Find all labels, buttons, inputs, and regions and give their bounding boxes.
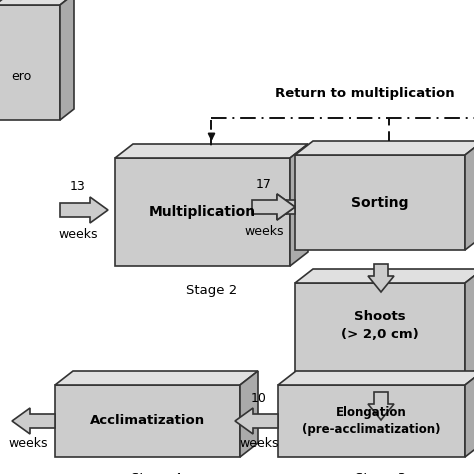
Polygon shape [240,371,258,457]
Polygon shape [115,158,290,266]
Text: Stage 2: Stage 2 [186,284,237,297]
Text: Elongation
(pre-acclimatization): Elongation (pre-acclimatization) [302,406,441,436]
Text: Sorting: Sorting [351,195,409,210]
Polygon shape [277,194,295,220]
Text: 10: 10 [251,392,267,405]
Polygon shape [55,385,240,457]
Text: ero: ero [11,70,31,83]
Polygon shape [55,371,258,385]
Polygon shape [465,141,474,250]
Polygon shape [235,408,278,434]
Polygon shape [290,144,308,266]
Polygon shape [60,0,74,120]
Polygon shape [278,371,474,385]
Text: Multiplication: Multiplication [149,205,256,219]
Polygon shape [295,269,474,283]
Polygon shape [12,408,55,434]
Text: Acclimatization: Acclimatization [90,414,205,428]
Polygon shape [60,197,108,223]
Polygon shape [0,5,60,120]
Polygon shape [295,155,465,250]
Polygon shape [278,385,465,457]
Polygon shape [295,141,474,155]
Text: Shoots
(> 2,0 cm): Shoots (> 2,0 cm) [341,310,419,340]
Text: weeks: weeks [8,437,48,450]
Text: weeks: weeks [58,228,98,241]
Text: Stage 4: Stage 4 [131,472,182,474]
Text: weeks: weeks [244,225,284,238]
Polygon shape [368,392,394,420]
Polygon shape [115,144,308,158]
Text: 13: 13 [70,180,86,193]
Polygon shape [252,194,295,220]
Polygon shape [465,269,474,378]
Polygon shape [295,283,465,378]
Text: Stage 3: Stage 3 [355,472,406,474]
Polygon shape [465,371,474,457]
Text: 17: 17 [256,178,272,191]
Text: weeks: weeks [239,437,279,450]
Polygon shape [0,0,74,5]
Polygon shape [368,264,394,292]
Text: Return to multiplication: Return to multiplication [275,87,455,100]
